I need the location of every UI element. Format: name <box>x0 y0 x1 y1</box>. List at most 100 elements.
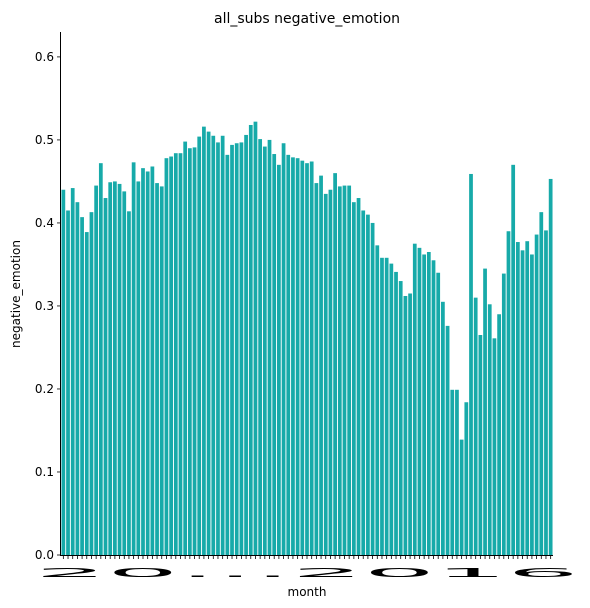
bar-55 <box>319 175 323 555</box>
bar-48 <box>286 154 291 556</box>
bar-25 <box>178 153 183 555</box>
bar-85 <box>459 439 464 555</box>
bar-19 <box>150 166 155 556</box>
bar-89 <box>478 335 483 555</box>
bar-91 <box>487 304 492 555</box>
bar-43 <box>262 146 267 555</box>
bar-36 <box>230 144 234 555</box>
bar-98 <box>520 250 525 555</box>
bar-6 <box>89 212 94 555</box>
y-tick-label-2: 0.2 <box>35 382 54 396</box>
bar-84 <box>455 389 459 555</box>
bar-72 <box>398 281 403 555</box>
bar-20 <box>155 183 159 555</box>
bar-54 <box>314 183 319 555</box>
bar-40 <box>248 124 253 555</box>
bar-32 <box>211 135 216 555</box>
bar-16 <box>136 181 141 555</box>
bar-74 <box>408 293 412 555</box>
bar-101 <box>534 234 539 555</box>
bar-67 <box>375 245 380 555</box>
bar-3 <box>75 202 80 555</box>
y-tick-label-1: 0.1 <box>35 465 54 479</box>
bars-group <box>61 121 553 556</box>
bar-21 <box>159 186 164 555</box>
bar-92 <box>492 338 497 555</box>
bar-15 <box>131 162 136 555</box>
bar-81 <box>441 301 445 555</box>
bar-95 <box>506 231 511 556</box>
bar-83 <box>450 389 455 555</box>
bar-71 <box>394 271 398 555</box>
bar-102 <box>539 212 544 555</box>
bar-69 <box>384 257 389 555</box>
y-axis-label: negative_emotion <box>9 240 23 348</box>
bar-49 <box>291 157 295 555</box>
bar-22 <box>164 158 169 555</box>
bar-87 <box>469 173 473 555</box>
bar-63 <box>356 198 361 555</box>
bar-79 <box>431 260 436 555</box>
bar-94 <box>501 273 506 555</box>
bar-80 <box>436 272 441 555</box>
bar-34 <box>220 135 225 555</box>
y-tick-label-6: 0.6 <box>35 50 54 64</box>
chart-title: all_subs negative_emotion <box>214 11 400 27</box>
bar-68 <box>380 257 384 555</box>
bar-5 <box>84 232 89 555</box>
bar-73 <box>403 295 408 555</box>
bar-37 <box>234 143 239 556</box>
bar-35 <box>225 154 230 556</box>
x-tick-labels: 20…2016 <box>35 566 579 580</box>
bar-23 <box>169 156 173 555</box>
bar-4 <box>80 217 84 555</box>
bar-33 <box>216 142 220 555</box>
bar-88 <box>473 297 478 555</box>
x-axis-label: month <box>288 585 327 599</box>
bar-70 <box>389 263 394 555</box>
bar-46 <box>277 164 281 555</box>
bar-45 <box>272 154 277 555</box>
bar-30 <box>202 126 206 555</box>
bar-7 <box>94 185 99 555</box>
bar-42 <box>258 139 263 555</box>
bar-60 <box>342 185 347 555</box>
bar-0 <box>61 189 66 556</box>
bar-76 <box>417 247 422 555</box>
bar-96 <box>511 164 516 555</box>
bar-100 <box>530 254 534 556</box>
bar-64 <box>361 210 366 556</box>
bar-78 <box>426 251 431 556</box>
bar-2 <box>70 188 75 555</box>
bar-18 <box>145 171 150 555</box>
bar-1 <box>66 210 70 556</box>
y-tick-label-3: 0.3 <box>35 299 54 313</box>
bar-62 <box>351 202 356 555</box>
bar-39 <box>244 134 248 555</box>
bar-44 <box>267 139 272 556</box>
bar-93 <box>497 314 501 555</box>
bar-57 <box>328 189 333 556</box>
bar-59 <box>337 186 342 555</box>
bar-97 <box>515 242 520 555</box>
bar-52 <box>305 163 309 556</box>
bar-47 <box>281 143 286 556</box>
bar-31 <box>206 131 211 555</box>
bar-90 <box>483 268 487 555</box>
bar-29 <box>197 136 202 555</box>
bar-51 <box>300 160 305 556</box>
bar-24 <box>173 153 178 555</box>
bar-17 <box>141 168 145 555</box>
bar-10 <box>108 182 113 555</box>
y-tick-label-0: 0.0 <box>35 548 54 562</box>
y-tick-label-5: 0.5 <box>35 133 54 147</box>
bar-82 <box>445 325 450 555</box>
bar-41 <box>253 121 258 555</box>
bar-9 <box>103 198 108 555</box>
bar-27 <box>187 148 192 555</box>
bar-75 <box>412 243 417 555</box>
bar-103 <box>544 230 548 555</box>
bar-65 <box>366 214 370 555</box>
bar-28 <box>192 147 197 555</box>
